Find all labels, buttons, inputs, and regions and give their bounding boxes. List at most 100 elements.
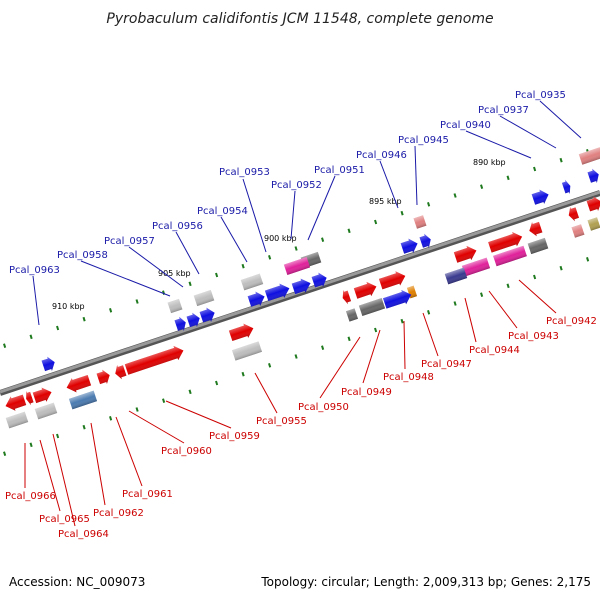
gene-arrow-icon[interactable] bbox=[353, 279, 379, 300]
gene-label-pcal-0946[interactable]: Pcal_0946 bbox=[356, 150, 407, 161]
gene-label-pcal-0961[interactable]: Pcal_0961 bbox=[122, 489, 173, 500]
gene-label-pcal-0947[interactable]: Pcal_0947 bbox=[421, 359, 472, 370]
gene-label-pcal-0964[interactable]: Pcal_0964 bbox=[58, 529, 109, 540]
gene-label-pcal-0962[interactable]: Pcal_0962 bbox=[93, 508, 144, 519]
gene-arrow-icon[interactable] bbox=[186, 311, 202, 329]
scale-label-905: 905 kbp bbox=[158, 269, 191, 278]
gene-block-icon[interactable] bbox=[527, 237, 549, 255]
gene-label-pcal-0943[interactable]: Pcal_0943 bbox=[508, 331, 559, 342]
gene-label-pcal-0935[interactable]: Pcal_0935 bbox=[515, 90, 566, 101]
gene-label-pcal-0940[interactable]: Pcal_0940 bbox=[440, 120, 491, 131]
gene-label-pcal-0937[interactable]: Pcal_0937 bbox=[478, 105, 529, 116]
gene-label-pcal-0954[interactable]: Pcal_0954 bbox=[197, 206, 248, 217]
leader-line bbox=[499, 115, 557, 149]
scale-tick bbox=[294, 354, 298, 359]
gene-label-pcal-0950[interactable]: Pcal_0950 bbox=[298, 402, 349, 413]
gene-label-pcal-0956[interactable]: Pcal_0956 bbox=[152, 221, 203, 232]
gene-block-icon[interactable] bbox=[413, 215, 427, 229]
gene-arrow-icon[interactable] bbox=[453, 243, 479, 264]
gene-arrow-icon[interactable] bbox=[264, 281, 292, 303]
gene-arrow-icon[interactable] bbox=[247, 289, 267, 308]
gene-shading bbox=[378, 271, 406, 290]
scale-tick bbox=[82, 424, 86, 430]
gene-arrow-icon[interactable] bbox=[400, 236, 420, 255]
gene-shading bbox=[400, 238, 418, 254]
leader-line bbox=[307, 175, 336, 241]
scale-tick bbox=[347, 336, 351, 342]
gene-label-pcal-0955[interactable]: Pcal_0955 bbox=[256, 416, 307, 427]
gene-block-icon[interactable] bbox=[578, 147, 600, 165]
gene-arrow-icon[interactable] bbox=[24, 390, 34, 406]
gene-arrow-icon[interactable] bbox=[561, 179, 572, 195]
gene-arrow-icon[interactable] bbox=[566, 205, 580, 222]
gene-label-pcal-0944[interactable]: Pcal_0944 bbox=[469, 345, 520, 356]
gene-label-pcal-0965[interactable]: Pcal_0965 bbox=[39, 514, 90, 525]
scale-label-910: 910 kbp bbox=[52, 302, 85, 311]
scale-tick bbox=[3, 343, 7, 348]
gene-block-icon[interactable] bbox=[193, 289, 215, 307]
gene-block-icon[interactable] bbox=[358, 297, 386, 317]
leader-line bbox=[175, 231, 200, 275]
gene-arrow-icon[interactable] bbox=[32, 385, 54, 405]
gene-label-pcal-0952[interactable]: Pcal_0952 bbox=[271, 180, 322, 191]
gene-arrow-icon[interactable] bbox=[174, 315, 188, 332]
gene-block-icon[interactable] bbox=[231, 341, 263, 361]
gene-shading bbox=[358, 297, 386, 317]
gene-arrow-icon[interactable] bbox=[124, 343, 186, 376]
gene-shading bbox=[453, 245, 477, 263]
gene-arrow-icon[interactable] bbox=[113, 363, 127, 380]
scale-tick bbox=[480, 292, 484, 297]
gene-arrow-icon[interactable] bbox=[228, 321, 256, 343]
gene-block-icon[interactable] bbox=[34, 402, 58, 420]
gene-arrow-icon[interactable] bbox=[41, 355, 57, 373]
gene-label-pcal-0966[interactable]: Pcal_0966 bbox=[5, 491, 56, 502]
gene-block-icon[interactable] bbox=[461, 257, 491, 277]
gene-shading bbox=[26, 390, 34, 406]
gene-label-pcal-0953[interactable]: Pcal_0953 bbox=[219, 167, 270, 178]
gene-label-pcal-0957[interactable]: Pcal_0957 bbox=[104, 236, 155, 247]
gene-block-icon[interactable] bbox=[571, 224, 585, 238]
gene-label-pcal-0945[interactable]: Pcal_0945 bbox=[398, 135, 449, 146]
gene-shading bbox=[461, 257, 491, 277]
gene-arrow-icon[interactable] bbox=[419, 232, 433, 249]
gene-block-icon[interactable] bbox=[167, 298, 183, 314]
gene-arrow-icon[interactable] bbox=[587, 167, 600, 184]
gene-block-icon[interactable] bbox=[5, 411, 29, 429]
gene-arrow-icon[interactable] bbox=[311, 271, 329, 290]
scale-tick bbox=[268, 255, 272, 260]
gene-arrow-icon[interactable] bbox=[340, 289, 352, 305]
gene-label-pcal-0960[interactable]: Pcal_0960 bbox=[161, 446, 212, 457]
scale-tick bbox=[82, 316, 86, 322]
gene-arrow-icon[interactable] bbox=[527, 220, 543, 238]
gene-arrow-icon[interactable] bbox=[488, 230, 525, 255]
leader-line bbox=[165, 400, 232, 429]
gene-label-pcal-0959[interactable]: Pcal_0959 bbox=[209, 431, 260, 442]
gene-arrow-icon[interactable] bbox=[586, 195, 600, 214]
gene-label-pcal-0949[interactable]: Pcal_0949 bbox=[341, 387, 392, 398]
gene-block-icon[interactable] bbox=[345, 308, 359, 322]
gene-block-icon[interactable] bbox=[283, 256, 311, 276]
gene-arrow-icon[interactable] bbox=[291, 276, 313, 296]
gene-arrow-icon[interactable] bbox=[382, 287, 413, 310]
gene-label-pcal-0951[interactable]: Pcal_0951 bbox=[314, 165, 365, 176]
gene-shading bbox=[5, 411, 29, 429]
gene-arrow-icon[interactable] bbox=[531, 187, 551, 206]
gene-label-pcal-0942[interactable]: Pcal_0942 bbox=[546, 316, 597, 327]
gene-block-icon[interactable] bbox=[493, 245, 527, 267]
gene-block-icon[interactable] bbox=[587, 217, 600, 231]
gene-block-icon[interactable] bbox=[444, 267, 468, 285]
gene-arrow-icon[interactable] bbox=[199, 306, 217, 325]
scale-tick bbox=[3, 451, 7, 456]
gene-block-icon[interactable] bbox=[240, 273, 264, 291]
gene-label-pcal-0958[interactable]: Pcal_0958 bbox=[57, 250, 108, 261]
gene-label-pcal-0963[interactable]: Pcal_0963 bbox=[9, 265, 60, 276]
gene-block-icon[interactable] bbox=[68, 390, 98, 410]
gene-label-pcal-0948[interactable]: Pcal_0948 bbox=[383, 372, 434, 383]
gene-arrow-icon[interactable] bbox=[96, 368, 112, 386]
gene-shading bbox=[345, 308, 359, 322]
leader-line bbox=[518, 279, 557, 314]
gene-arrow-icon[interactable] bbox=[64, 373, 92, 395]
gene-shading bbox=[41, 356, 55, 372]
gene-arrow-icon[interactable] bbox=[3, 393, 27, 414]
gene-arrow-icon[interactable] bbox=[378, 269, 407, 291]
